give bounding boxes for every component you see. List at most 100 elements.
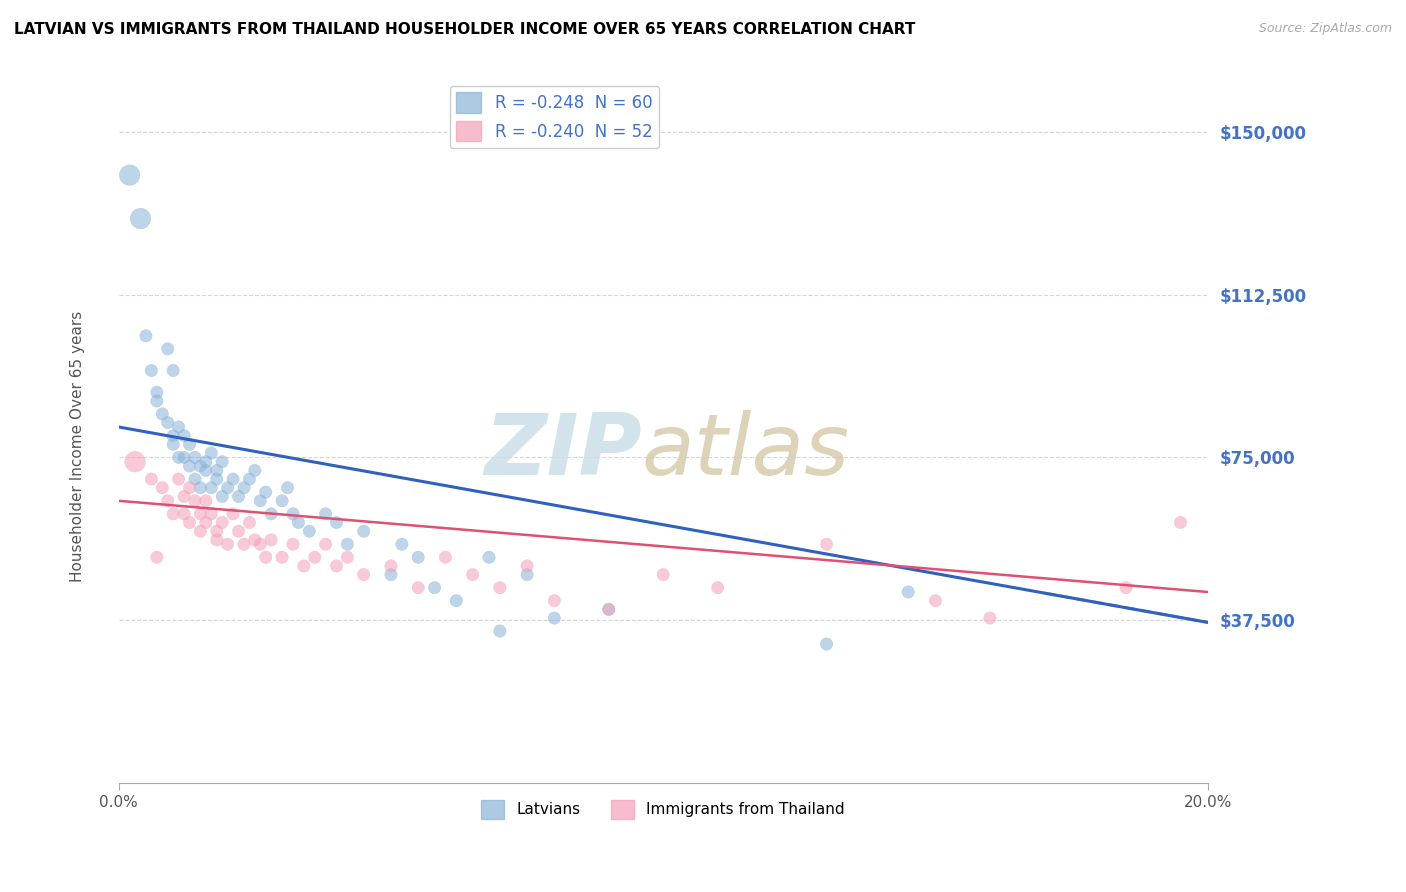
Point	[141, 363, 163, 377]
Point	[233, 481, 256, 495]
Point	[146, 393, 169, 408]
Point	[249, 537, 271, 551]
Point	[380, 558, 402, 573]
Point	[162, 507, 184, 521]
Point	[173, 450, 195, 465]
Point	[146, 385, 169, 400]
Point	[135, 328, 157, 343]
Point	[150, 407, 173, 421]
Point	[434, 550, 457, 565]
Point	[200, 446, 222, 460]
Point	[167, 472, 190, 486]
Point	[336, 550, 359, 565]
Text: atlas: atlas	[641, 410, 849, 493]
Point	[325, 516, 347, 530]
Point	[162, 428, 184, 442]
Point	[254, 550, 277, 565]
Point	[446, 593, 468, 607]
Point	[156, 416, 179, 430]
Point	[238, 472, 260, 486]
Point	[184, 472, 207, 486]
Point	[211, 516, 233, 530]
Point	[205, 533, 228, 547]
Point	[406, 581, 429, 595]
Point	[156, 493, 179, 508]
Point	[406, 550, 429, 565]
Point	[167, 420, 190, 434]
Point	[979, 611, 1001, 625]
Point	[489, 624, 512, 638]
Point	[205, 463, 228, 477]
Point	[179, 481, 201, 495]
Point	[489, 581, 512, 595]
Point	[173, 507, 195, 521]
Point	[353, 524, 375, 539]
Point	[287, 516, 309, 530]
Text: Source: ZipAtlas.com: Source: ZipAtlas.com	[1258, 22, 1392, 36]
Point	[222, 507, 245, 521]
Point	[233, 537, 256, 551]
Point	[200, 507, 222, 521]
Point	[194, 463, 217, 477]
Point	[516, 558, 538, 573]
Point	[478, 550, 501, 565]
Point	[190, 458, 212, 473]
Point	[276, 481, 298, 495]
Point	[281, 507, 304, 521]
Point	[129, 211, 152, 226]
Point	[598, 602, 620, 616]
Point	[391, 537, 413, 551]
Point	[292, 558, 315, 573]
Point	[194, 455, 217, 469]
Point	[461, 567, 484, 582]
Point	[179, 516, 201, 530]
Point	[118, 168, 141, 182]
Point	[243, 463, 266, 477]
Point	[211, 455, 233, 469]
Point	[315, 537, 337, 551]
Point	[162, 363, 184, 377]
Point	[815, 537, 838, 551]
Text: ZIP: ZIP	[484, 410, 641, 493]
Point	[1170, 516, 1192, 530]
Point	[598, 602, 620, 616]
Point	[167, 450, 190, 465]
Point	[543, 593, 565, 607]
Point	[200, 481, 222, 495]
Point	[184, 450, 207, 465]
Text: Householder Income Over 65 years: Householder Income Over 65 years	[70, 310, 84, 582]
Point	[897, 585, 920, 599]
Point	[281, 537, 304, 551]
Point	[146, 550, 169, 565]
Point	[815, 637, 838, 651]
Point	[336, 537, 359, 551]
Legend: Latvians, Immigrants from Thailand: Latvians, Immigrants from Thailand	[475, 794, 851, 825]
Point	[217, 537, 239, 551]
Point	[150, 481, 173, 495]
Point	[211, 490, 233, 504]
Point	[249, 493, 271, 508]
Point	[243, 533, 266, 547]
Point	[190, 507, 212, 521]
Point	[194, 516, 217, 530]
Point	[304, 550, 326, 565]
Point	[543, 611, 565, 625]
Point	[217, 481, 239, 495]
Point	[190, 524, 212, 539]
Point	[271, 550, 294, 565]
Point	[179, 458, 201, 473]
Point	[298, 524, 321, 539]
Point	[924, 593, 946, 607]
Point	[141, 472, 163, 486]
Point	[205, 472, 228, 486]
Point	[260, 507, 283, 521]
Point	[315, 507, 337, 521]
Point	[124, 455, 146, 469]
Point	[222, 472, 245, 486]
Point	[205, 524, 228, 539]
Point	[353, 567, 375, 582]
Point	[156, 342, 179, 356]
Point	[179, 437, 201, 451]
Point	[190, 481, 212, 495]
Point	[228, 490, 250, 504]
